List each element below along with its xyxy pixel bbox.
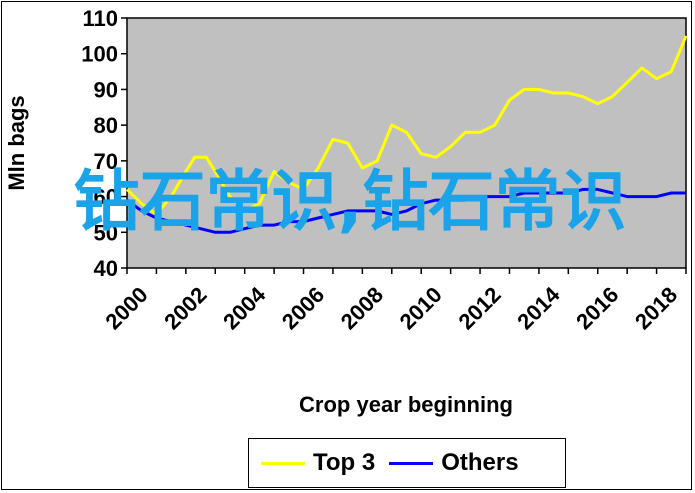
x-axis-ticks: 2000 2002 2004 2006 2008 2010 2012 2014 2016 2018	[100, 268, 687, 334]
x-tick-label: 2000	[100, 282, 152, 334]
legend-item-others: Others	[389, 449, 519, 477]
y-tick-label: 40	[94, 256, 118, 281]
y-tick-label: 100	[81, 42, 118, 67]
series-line-top3	[125, 35, 688, 216]
legend-label-others: Others	[441, 449, 519, 476]
y-tick-label: 50	[94, 220, 118, 245]
y-tick-label: 60	[94, 185, 118, 210]
legend-label-top3: Top 3	[313, 449, 376, 476]
x-tick-label: 2014	[512, 281, 565, 334]
x-tick-label: 2008	[336, 282, 388, 334]
y-tick-label: 80	[94, 113, 118, 138]
x-tick-label: 2016	[571, 282, 623, 334]
x-tick-label: 2018	[630, 282, 682, 334]
x-tick-label: 2002	[159, 282, 211, 334]
x-tick-label: 2012	[453, 282, 505, 334]
y-tick-label: 110	[83, 6, 119, 31]
y-axis-ticks: 40 50 60 70 80 90 100 110	[81, 6, 127, 281]
x-axis-title: Crop year beginning	[299, 392, 513, 417]
legend: Top 3 Others	[248, 438, 566, 488]
x-tick-label: 2004	[218, 281, 271, 334]
series-line-others	[126, 187, 686, 234]
series-lines	[125, 35, 688, 234]
x-tick-label: 2006	[277, 282, 329, 334]
legend-item-top3: Top 3	[261, 449, 375, 477]
y-tick-label: 90	[94, 77, 118, 102]
legend-swatch-top3	[261, 461, 305, 465]
y-tick-label: 70	[94, 149, 118, 174]
y-axis-title: Mln bags	[4, 95, 29, 190]
legend-swatch-others	[389, 461, 434, 465]
plot-area	[126, 17, 687, 269]
x-tick-label: 2010	[395, 282, 447, 334]
